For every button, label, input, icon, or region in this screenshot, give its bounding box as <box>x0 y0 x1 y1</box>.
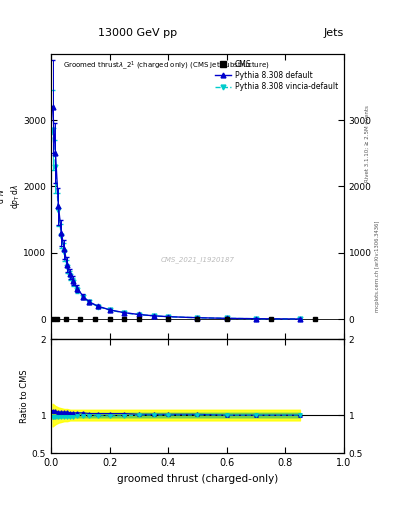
Text: mcplots.cern.ch [arXiv:1306.3436]: mcplots.cern.ch [arXiv:1306.3436] <box>375 221 380 312</box>
Text: Rivet 3.1.10; ≥ 2.5M events: Rivet 3.1.10; ≥ 2.5M events <box>365 105 370 182</box>
Legend: CMS, Pythia 8.308 default, Pythia 8.308 vincia-default: CMS, Pythia 8.308 default, Pythia 8.308 … <box>213 57 340 94</box>
Y-axis label: Ratio to CMS: Ratio to CMS <box>20 369 29 423</box>
Y-axis label: $\mathrm{d}^2N$
$\mathrm{d}p_\mathrm{T}\,\mathrm{d}\lambda$: $\mathrm{d}^2N$ $\mathrm{d}p_\mathrm{T}\… <box>0 184 22 209</box>
X-axis label: groomed thrust (charged-only): groomed thrust (charged-only) <box>117 474 278 483</box>
Text: CMS_2021_I1920187: CMS_2021_I1920187 <box>160 256 235 263</box>
Text: 13000 GeV pp: 13000 GeV pp <box>98 28 177 38</box>
Text: Groomed thrust$\lambda\_2^1$ (charged only) (CMS jet substructure): Groomed thrust$\lambda\_2^1$ (charged on… <box>63 59 270 72</box>
Text: Jets: Jets <box>323 28 344 38</box>
